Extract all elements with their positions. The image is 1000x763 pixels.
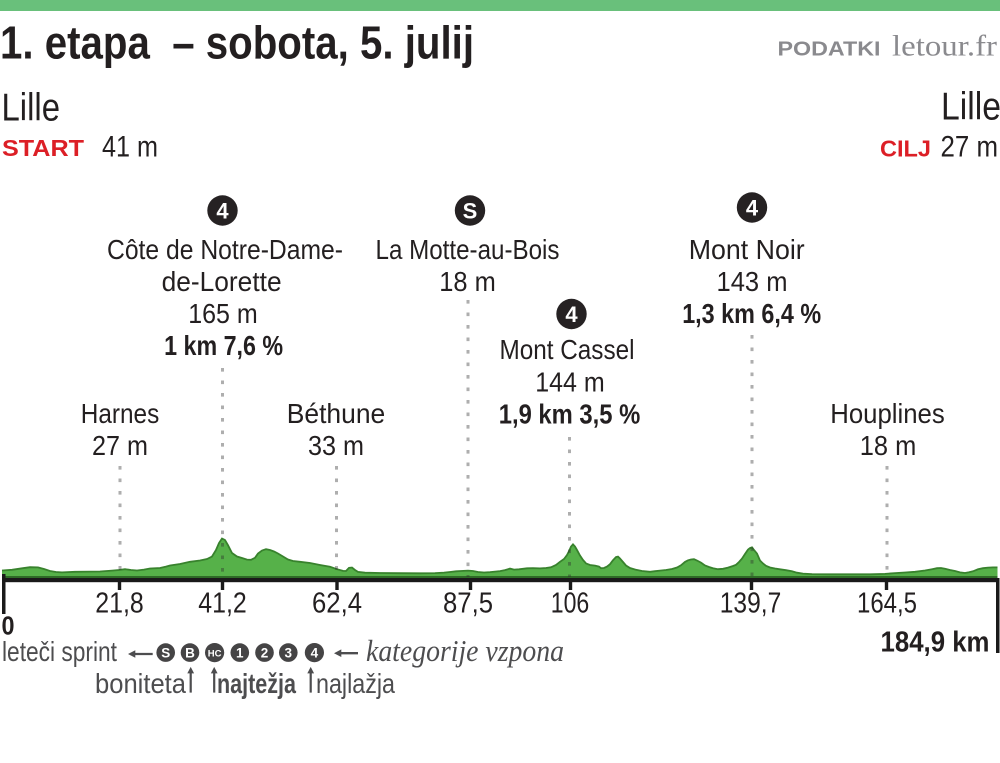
svg-text:1. etapa – sobota, 5. julij: 1. etapa – sobota, 5. julij bbox=[0, 17, 474, 69]
svg-text:4: 4 bbox=[216, 199, 229, 224]
svg-text:Harnes: Harnes bbox=[81, 398, 160, 429]
svg-text:27 m: 27 m bbox=[92, 430, 148, 461]
svg-text:najlažja: najlažja bbox=[316, 668, 395, 699]
svg-text:27 m: 27 m bbox=[941, 131, 999, 164]
svg-text:4: 4 bbox=[565, 302, 578, 327]
svg-text:3: 3 bbox=[285, 645, 293, 660]
svg-text:62,4: 62,4 bbox=[312, 588, 362, 620]
svg-text:164,5: 164,5 bbox=[857, 588, 917, 620]
svg-text:1,3 km 6,4 %: 1,3 km 6,4 % bbox=[682, 298, 821, 329]
svg-text:1 km 7,6 %: 1 km 7,6 % bbox=[164, 330, 283, 361]
svg-text:41,2: 41,2 bbox=[198, 588, 247, 620]
svg-text:21,8: 21,8 bbox=[95, 588, 144, 620]
svg-text:leteči sprint: leteči sprint bbox=[2, 636, 117, 667]
svg-text:najtežja: najtežja bbox=[217, 668, 296, 699]
svg-text:Mont Cassel: Mont Cassel bbox=[500, 334, 635, 365]
svg-text:144 m: 144 m bbox=[535, 367, 605, 398]
svg-text:1: 1 bbox=[236, 645, 244, 660]
svg-text:18 m: 18 m bbox=[439, 266, 496, 297]
svg-text:Lille: Lille bbox=[2, 87, 61, 130]
svg-text:18 m: 18 m bbox=[860, 430, 917, 461]
svg-text:HC: HC bbox=[208, 649, 222, 660]
svg-text:33 m: 33 m bbox=[308, 430, 364, 461]
svg-text:41 m: 41 m bbox=[102, 131, 158, 164]
svg-text:kategorije vzpona: kategorije vzpona bbox=[366, 633, 564, 668]
svg-text:START: START bbox=[2, 135, 84, 161]
svg-text:184,9 km: 184,9 km bbox=[881, 627, 990, 659]
svg-text:Houplines: Houplines bbox=[830, 398, 945, 429]
svg-text:CILJ: CILJ bbox=[880, 136, 931, 162]
svg-text:Béthune: Béthune bbox=[287, 398, 386, 429]
svg-text:106: 106 bbox=[551, 588, 590, 620]
svg-text:de-Lorette: de-Lorette bbox=[162, 266, 282, 297]
svg-text:S: S bbox=[161, 645, 170, 660]
svg-text:143 m: 143 m bbox=[717, 266, 788, 297]
svg-text:4: 4 bbox=[746, 196, 759, 221]
svg-text:0: 0 bbox=[2, 611, 15, 641]
svg-text:Lille: Lille bbox=[941, 86, 1000, 129]
svg-text:2: 2 bbox=[261, 645, 269, 660]
svg-text:S: S bbox=[463, 199, 478, 224]
svg-text:165 m: 165 m bbox=[188, 298, 258, 329]
svg-text:139,7: 139,7 bbox=[720, 588, 782, 620]
svg-text:Mont Noir: Mont Noir bbox=[689, 234, 805, 265]
svg-text:letour.fr: letour.fr bbox=[892, 30, 997, 63]
svg-text:87,5: 87,5 bbox=[443, 588, 493, 620]
svg-text:4: 4 bbox=[311, 645, 319, 660]
svg-text:1,9 km 3,5 %: 1,9 km 3,5 % bbox=[499, 399, 641, 430]
svg-text:Côte de Notre-Dame-: Côte de Notre-Dame- bbox=[107, 234, 343, 265]
svg-text:boniteta: boniteta bbox=[95, 668, 186, 699]
svg-text:PODATKI: PODATKI bbox=[778, 39, 881, 61]
svg-text:B: B bbox=[185, 645, 195, 660]
svg-text:La Motte-au-Bois: La Motte-au-Bois bbox=[376, 234, 560, 265]
